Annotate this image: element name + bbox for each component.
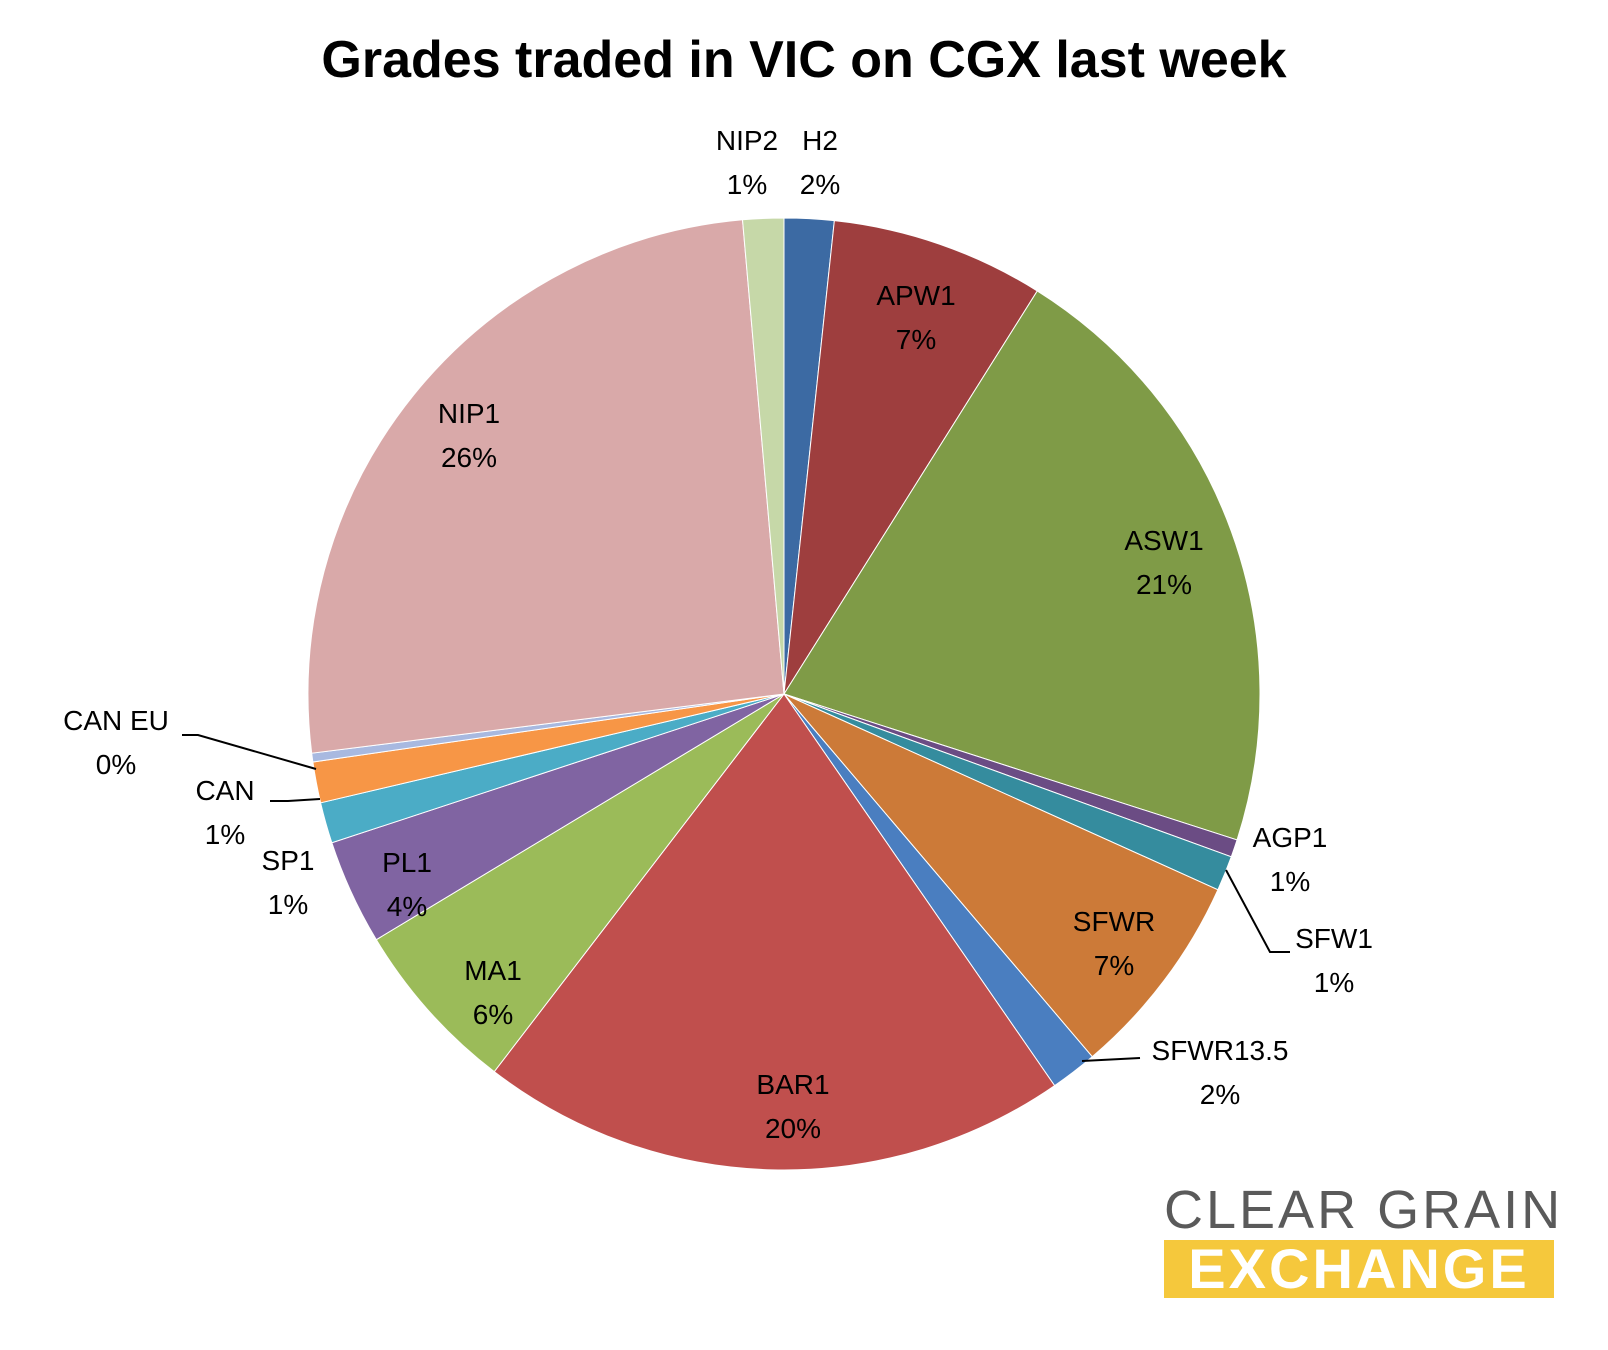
slice-label-agp1: AGP1 1% [1253,822,1328,897]
slice-label-percent: 6% [473,999,513,1030]
pie-slice-asw1 [783,290,1261,841]
pie-slice-apw1 [783,220,1038,695]
slice-label-percent: 20% [765,1113,821,1144]
slice-label-percent: 1% [1314,967,1354,998]
slice-label-percent: 1% [268,889,308,920]
leader-line-sfwr13-5 [1081,1057,1141,1062]
slice-label-name: SFWR [1073,906,1155,937]
slice-label-percent: 4% [387,891,427,922]
leader-line-can [270,798,321,802]
slice-label-asw1: ASW1 21% [1124,525,1203,600]
slice-label-percent: 7% [1094,950,1134,981]
slice-label-bar1: BAR1 20% [756,1069,829,1144]
slice-label-name: CAN EU [63,705,169,736]
slice-label-name: NIP2 [716,125,778,156]
slice-label-sfwr13-5: SFWR13.5 2% [1152,1035,1289,1110]
slice-label-sp1: SP1 1% [262,845,315,920]
slice-label-percent: 2% [800,169,840,200]
slice-label-percent: 0% [96,749,136,780]
slice-label-name: BAR1 [756,1069,829,1100]
slice-label-name: SFWR13.5 [1152,1035,1289,1066]
logo-line-exchange: EXCHANGE [1164,1240,1554,1298]
slice-label-name: H2 [802,125,838,156]
slice-label-percent: 2% [1200,1079,1240,1110]
slice-label-name: SP1 [262,845,315,876]
slice-label-name: ASW1 [1124,525,1203,556]
slice-label-sfwr: SFWR 7% [1073,906,1155,981]
slice-label-percent: 1% [1270,866,1310,897]
slice-label-name: NIP1 [438,398,500,429]
slice-label-name: CAN [195,775,254,806]
pie-slice-nip2 [741,217,785,695]
slice-label-percent: 21% [1136,569,1192,600]
slice-label-percent: 1% [205,819,245,850]
clear-grain-exchange-logo: CLEAR GRAIN EXCHANGE [1164,1180,1564,1298]
slice-label-percent: 1% [727,169,767,200]
pie-slice-sfwr [783,693,1219,1058]
slice-label-percent: 26% [441,442,497,473]
slice-label-can-eu: CAN EU 0% [63,705,169,780]
slice-label-name: APW1 [876,280,955,311]
slice-label-name: MA1 [464,955,522,986]
pie-slice-ma1 [375,693,785,1073]
leader-lines [182,734,1290,1062]
slice-label-percent: 7% [896,324,936,355]
pie-slice-nip1 [307,219,785,754]
slice-label-name: PL1 [382,847,432,878]
pie-slices [307,217,1261,1171]
chart-title: Grades traded in VIC on CGX last week [321,31,1287,89]
pie-slice-bar1 [493,693,1056,1171]
slice-label-nip2: NIP2 1% [716,125,778,200]
slice-label-name: SFW1 [1295,923,1373,954]
slice-label-apw1: APW1 7% [876,280,955,355]
slice-label-can: CAN 1% [195,775,254,850]
slice-label-nip1: NIP1 26% [438,398,500,473]
slice-label-ma1: MA1 6% [464,955,522,1030]
leader-line-sfw1 [1225,869,1290,953]
leader-line-can-eu [182,734,317,770]
logo-line-clear-grain: CLEAR GRAIN [1164,1180,1564,1240]
slice-labels: H2 2%APW1 7%ASW1 21%AGP1 1%SFW1 1%SFWR 7%SFWR1… [63,125,1373,1144]
slice-label-sfw1: SFW1 1% [1295,923,1373,998]
slice-label-name: AGP1 [1253,822,1328,853]
slice-label-h2: H2 2% [800,125,840,200]
slice-label-pl1: PL1 4% [382,847,432,922]
